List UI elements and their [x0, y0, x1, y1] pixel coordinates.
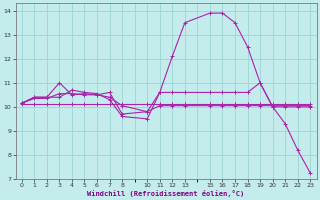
X-axis label: Windchill (Refroidissement éolien,°C): Windchill (Refroidissement éolien,°C)	[87, 190, 245, 197]
